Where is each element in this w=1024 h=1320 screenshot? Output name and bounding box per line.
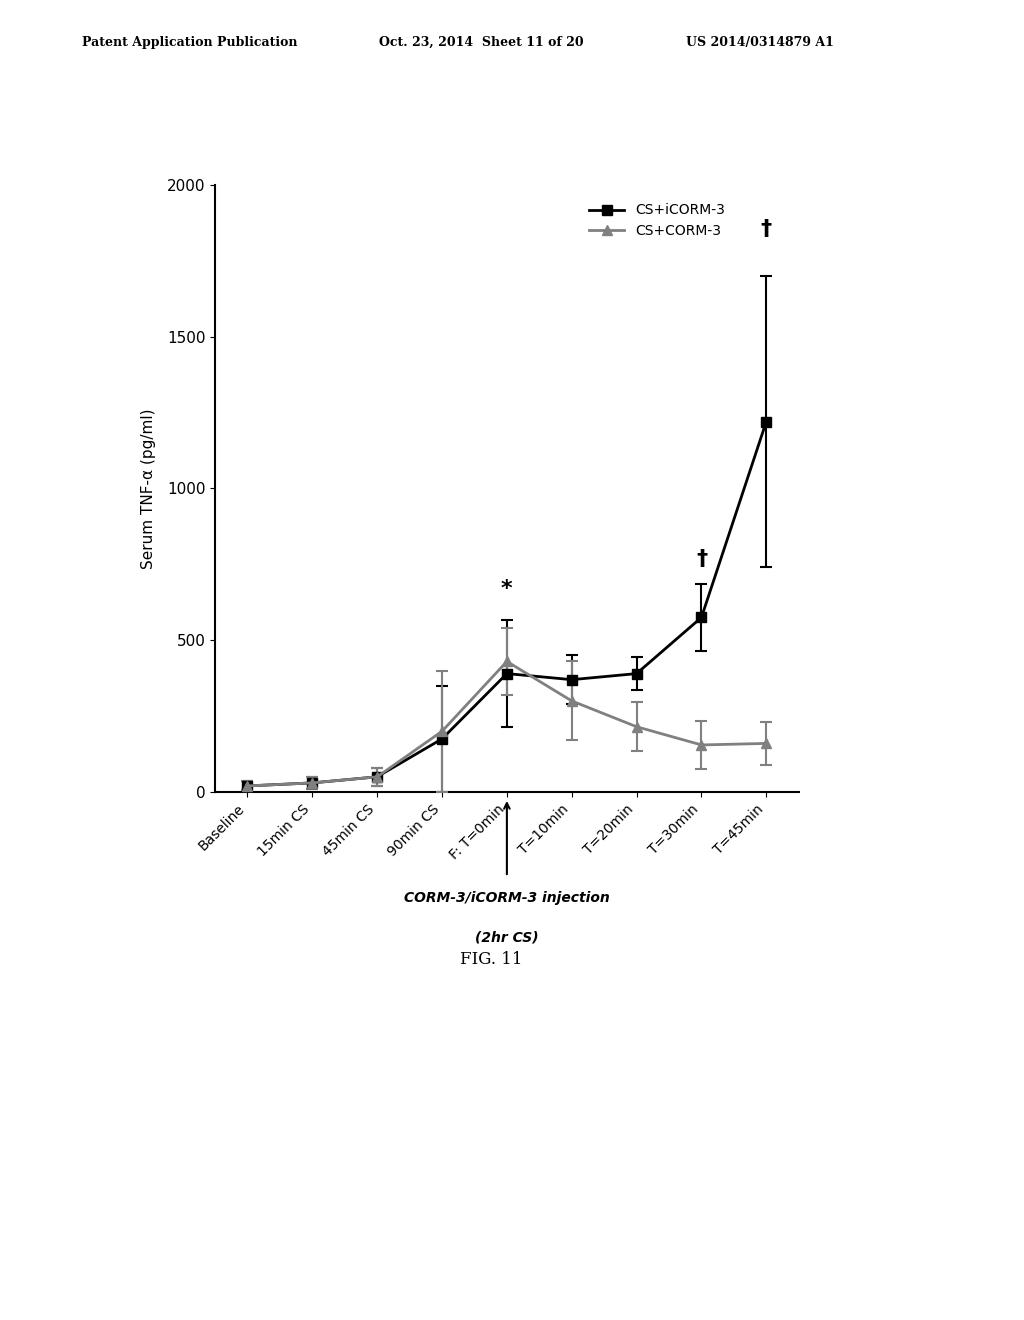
Y-axis label: Serum TNF-α (pg/ml): Serum TNF-α (pg/ml) xyxy=(140,408,156,569)
Text: Oct. 23, 2014  Sheet 11 of 20: Oct. 23, 2014 Sheet 11 of 20 xyxy=(379,36,584,49)
Text: FIG. 11: FIG. 11 xyxy=(460,950,523,968)
Text: US 2014/0314879 A1: US 2014/0314879 A1 xyxy=(686,36,834,49)
Text: †: † xyxy=(696,549,707,569)
Legend: CS+iCORM-3, CS+CORM-3: CS+iCORM-3, CS+CORM-3 xyxy=(584,198,731,244)
Text: †: † xyxy=(761,219,772,239)
Text: (2hr CS): (2hr CS) xyxy=(475,931,539,945)
Text: *: * xyxy=(501,579,513,599)
Text: CORM-3/iCORM-3 injection: CORM-3/iCORM-3 injection xyxy=(404,891,609,906)
Text: Patent Application Publication: Patent Application Publication xyxy=(82,36,297,49)
